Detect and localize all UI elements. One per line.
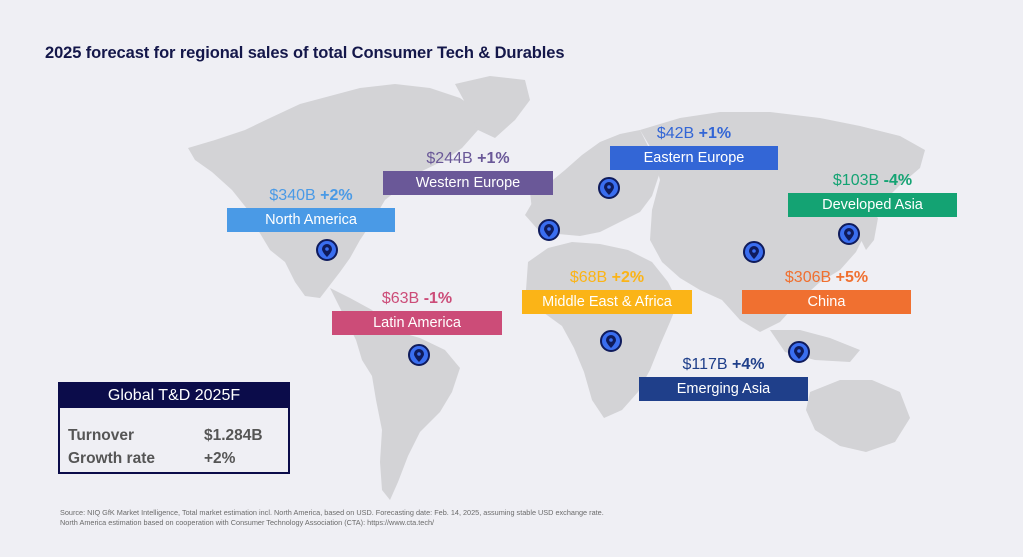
region-latin-america: $63B -1% Latin America (332, 289, 502, 335)
region-eastern-europe: $42B +1% Eastern Europe (610, 124, 778, 170)
region-value: $42B +1% (656, 125, 732, 142)
map-pin-icon[interactable] (598, 177, 620, 199)
source-line-1: Source: NIQ GfK Market Intelligence, Tot… (60, 508, 604, 517)
continent-australia (806, 380, 910, 452)
region-value: $68B +2% (569, 269, 645, 286)
page-title: 2025 forecast for regional sales of tota… (45, 44, 565, 62)
region-label: Eastern Europe (610, 146, 778, 170)
region-emerging-asia: $117B +4% Emerging Asia (639, 355, 808, 401)
source-note: Source: NIQ GfK Market Intelligence, Tot… (60, 508, 604, 528)
map-pin-icon[interactable] (600, 330, 622, 352)
growth-label: Growth rate (68, 450, 155, 467)
region-value: $103B -4% (832, 172, 913, 189)
continent-africa (526, 242, 678, 418)
continent-greenland (455, 76, 530, 138)
region-label: China (742, 290, 911, 314)
region-value: $117B +4% (682, 356, 765, 373)
region-label: Latin America (332, 311, 502, 335)
global-summary-box: Global T&D 2025F Turnover $1.284B Growth… (58, 382, 290, 474)
region-label: Developed Asia (788, 193, 957, 217)
region-china: $306B +5% China (742, 268, 911, 314)
region-label: Emerging Asia (639, 377, 808, 401)
region-label: North America (227, 208, 395, 232)
turnover-label: Turnover (68, 427, 135, 444)
map-pin-icon[interactable] (316, 239, 338, 261)
region-label: Western Europe (383, 171, 553, 195)
region-value: $340B +2% (269, 187, 353, 204)
global-summary-title: Global T&D 2025F (60, 384, 288, 408)
region-western-europe: $244B +1% Western Europe (383, 149, 553, 195)
growth-value: +2% (204, 450, 236, 467)
continent-japan (860, 210, 878, 250)
map-pin-icon[interactable] (408, 344, 430, 366)
growth-row: Growth rate +2% (68, 450, 235, 468)
continent-south-america (330, 288, 460, 500)
turnover-value: $1.284B (204, 427, 263, 444)
map-pin-icon[interactable] (743, 241, 765, 263)
region-label: Middle East & Africa (522, 290, 692, 314)
map-pin-icon[interactable] (538, 219, 560, 241)
region-value: $244B +1% (426, 150, 510, 167)
region-middle-east-africa: $68B +2% Middle East & Africa (522, 268, 692, 314)
source-line-2: North America estimation based on cooper… (60, 518, 435, 527)
region-value: $63B -1% (381, 290, 453, 307)
continent-north-america (188, 84, 480, 298)
region-north-america: $340B +2% North America (227, 186, 395, 232)
region-value: $306B +5% (784, 269, 869, 286)
turnover-row: Turnover $1.284B (68, 427, 263, 445)
region-developed-asia: $103B -4% Developed Asia (788, 171, 957, 217)
map-pin-icon[interactable] (788, 341, 810, 363)
map-pin-icon[interactable] (838, 223, 860, 245)
